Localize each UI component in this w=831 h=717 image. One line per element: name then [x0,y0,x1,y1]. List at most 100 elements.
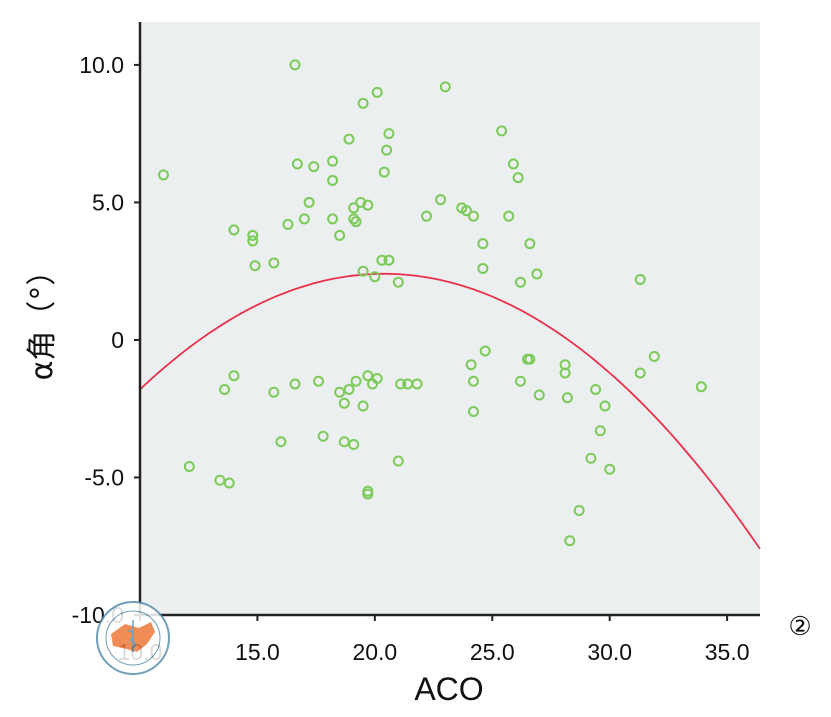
data-point [435,194,447,206]
data-point [531,268,543,280]
data-point [604,463,616,475]
data-point [383,128,395,140]
data-point [219,383,231,395]
data-point [467,405,479,417]
data-point [247,229,259,241]
data-point [247,235,259,247]
data-point [524,353,536,365]
data-point [327,174,339,186]
data-point [348,202,360,214]
data-point [327,155,339,167]
data-point [381,144,393,156]
y-axis-label: α角（°） [25,256,60,381]
data-point [599,400,611,412]
data-point [507,158,519,170]
data-point [465,359,477,371]
x-tick-label: 15.0 [235,639,280,665]
data-point [512,172,524,184]
data-point [282,218,294,230]
data-point [594,425,606,437]
data-point [460,205,472,217]
x-tick-label: 35.0 [705,639,750,665]
data-point [338,397,350,409]
data-point [496,125,508,137]
data-point [268,257,280,269]
data-point [383,254,395,266]
data-point [395,378,407,390]
data-point [228,224,240,236]
data-point [157,169,169,181]
data-point [362,488,374,500]
data-point [479,345,491,357]
watermark-logo [96,601,170,675]
data-point [573,504,585,516]
data-point [348,438,360,450]
data-point [308,161,320,173]
data-point [298,213,310,225]
data-point [371,86,383,98]
data-point [343,133,355,145]
data-point [327,213,339,225]
data-point [411,378,423,390]
data-point [228,370,240,382]
data-point [392,455,404,467]
y-tick-label: 10.0 [79,52,124,78]
data-point [291,158,303,170]
data-point [268,386,280,398]
data-point [467,210,479,222]
quadratic-fit-curve [139,272,761,550]
data-point [249,260,261,272]
data-point [514,375,526,387]
data-point [514,276,526,288]
data-point [590,383,602,395]
plot-area [140,22,760,615]
data-point [338,436,350,448]
data-point [421,210,433,222]
x-tick-label: 25.0 [470,639,515,665]
data-point [378,166,390,178]
data-point [362,370,374,382]
data-point [343,383,355,395]
data-point [634,367,646,379]
data-point [357,97,369,109]
data-point [334,386,346,398]
x-tick-label: 20.0 [352,639,397,665]
data-point [357,400,369,412]
data-point [183,460,195,472]
x-tick-label: 30.0 [587,639,632,665]
data-point [223,477,235,489]
data-point [559,367,571,379]
data-point [648,350,660,362]
data-point [376,254,388,266]
data-point [214,474,226,486]
data-point [585,452,597,464]
data-point [695,381,707,393]
panel-label: ② [788,612,811,642]
data-point [289,59,301,71]
data-point [289,378,301,390]
y-tick-label: 5.0 [92,189,124,215]
data-point [477,238,489,250]
data-point [312,375,324,387]
data-point [350,375,362,387]
data-point [467,375,479,387]
data-point [334,229,346,241]
data-point [561,392,573,404]
data-point [503,210,515,222]
data-point [350,216,362,228]
y-tick-label: -5.0 [84,464,124,490]
data-point [367,378,378,390]
data-point [369,271,381,283]
data-point [362,199,374,211]
data-point [533,389,545,401]
data-point [392,276,404,288]
data-point [357,265,369,277]
y-tick-label: 0 [111,327,124,353]
data-point [634,273,646,285]
data-point [564,535,576,547]
data-point [524,238,536,250]
data-point [275,436,287,448]
x-axis-label: ACO [414,671,483,707]
data-point [303,196,315,208]
